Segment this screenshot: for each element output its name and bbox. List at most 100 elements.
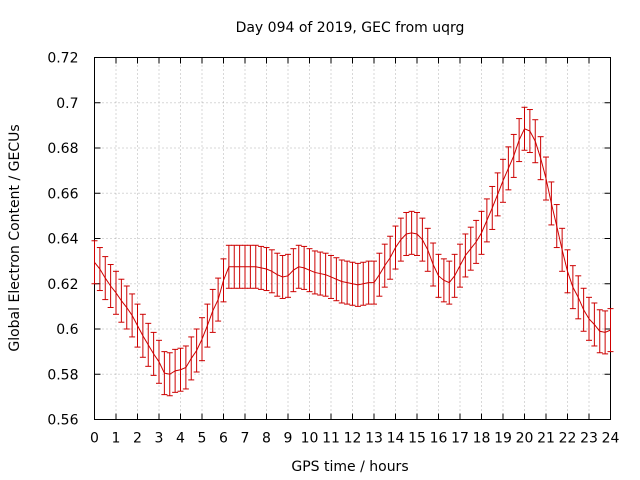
error-bar bbox=[392, 225, 399, 270]
error-bar bbox=[193, 328, 200, 373]
error-bar bbox=[311, 250, 318, 295]
error-bar bbox=[537, 136, 544, 181]
error-bar bbox=[532, 119, 539, 164]
error-bar bbox=[301, 245, 308, 290]
y-axis-label: Global Electron Content / GECUs bbox=[7, 124, 23, 351]
error-bar bbox=[440, 258, 447, 303]
x-tick-label: 14 bbox=[387, 431, 405, 447]
error-bar bbox=[365, 260, 372, 305]
error-bar bbox=[344, 260, 351, 305]
error-bar bbox=[371, 260, 377, 305]
error-bar bbox=[279, 254, 286, 299]
error-bar bbox=[123, 285, 130, 330]
error-bar bbox=[236, 244, 243, 289]
error-bar bbox=[177, 347, 184, 392]
grid-lines bbox=[94, 57, 611, 420]
error-bar bbox=[328, 254, 334, 299]
x-tick-label: 17 bbox=[451, 431, 469, 447]
error-bar bbox=[317, 251, 324, 296]
error-bar bbox=[543, 156, 549, 201]
error-bar bbox=[473, 219, 480, 264]
error-bar bbox=[548, 181, 555, 226]
error-bar bbox=[596, 309, 603, 354]
x-tick-label: 21 bbox=[537, 431, 555, 447]
error-bar bbox=[129, 293, 136, 338]
error-bar bbox=[285, 253, 291, 298]
error-bar bbox=[258, 245, 265, 290]
error-bar bbox=[451, 253, 458, 298]
error-bar bbox=[516, 118, 523, 163]
chart-title: Day 094 of 2019, GEC from uqrg bbox=[236, 20, 465, 36]
error-bar bbox=[161, 351, 168, 396]
error-bar bbox=[145, 322, 152, 367]
error-bar bbox=[430, 242, 437, 287]
error-bar bbox=[139, 313, 146, 358]
y-tick-label: 0.64 bbox=[47, 232, 78, 248]
error-bar bbox=[591, 302, 598, 347]
x-tick-label: 22 bbox=[559, 431, 577, 447]
error-bar bbox=[414, 211, 420, 256]
error-bar bbox=[424, 227, 431, 272]
error-bar bbox=[381, 243, 388, 288]
x-tick-label: 3 bbox=[155, 431, 164, 447]
error-bar bbox=[156, 339, 162, 384]
x-tick-label: 15 bbox=[408, 431, 426, 447]
error-bar bbox=[505, 146, 512, 191]
error-bar bbox=[467, 226, 474, 271]
error-bar bbox=[204, 303, 211, 348]
error-bar bbox=[107, 264, 114, 309]
error-bar bbox=[172, 348, 179, 393]
error-bar bbox=[376, 252, 383, 297]
error-bar bbox=[220, 258, 227, 303]
error-bar bbox=[526, 109, 533, 154]
error-bar bbox=[435, 253, 442, 298]
error-bar bbox=[564, 249, 571, 294]
error-bar bbox=[150, 331, 157, 376]
error-bar bbox=[586, 296, 592, 341]
error-bar bbox=[403, 211, 410, 256]
error-bar bbox=[274, 252, 281, 297]
error-bar bbox=[408, 210, 415, 255]
x-axis-label: GPS time / hours bbox=[291, 459, 408, 475]
error-bar bbox=[489, 185, 496, 230]
x-tick-label: 12 bbox=[344, 431, 362, 447]
error-bar bbox=[295, 244, 302, 289]
error-bar bbox=[494, 172, 501, 217]
error-bar bbox=[113, 270, 119, 315]
error-bar bbox=[397, 217, 404, 262]
error-bar bbox=[607, 308, 614, 353]
y-tick-label: 0.66 bbox=[47, 186, 78, 202]
error-bar bbox=[263, 247, 270, 292]
error-bar bbox=[231, 244, 238, 289]
error-bar bbox=[188, 336, 195, 381]
y-tick-label: 0.6 bbox=[56, 322, 78, 338]
error-bar bbox=[199, 317, 205, 362]
error-bar bbox=[360, 261, 367, 306]
error-bar bbox=[322, 252, 329, 297]
error-bar bbox=[349, 261, 356, 306]
error-bar bbox=[462, 233, 469, 278]
error-bar bbox=[333, 257, 340, 302]
error-bar bbox=[134, 303, 141, 348]
error-bar bbox=[559, 227, 566, 272]
gec-series bbox=[91, 106, 614, 397]
y-tick-labels: 0.56 0.58 0.6 0.62 0.64 0.66 0.68 0.7 0.72 bbox=[47, 51, 78, 429]
x-tick-label: 16 bbox=[430, 431, 448, 447]
error-bar bbox=[446, 260, 453, 305]
x-tick-label: 20 bbox=[516, 431, 534, 447]
error-bar bbox=[569, 265, 576, 310]
error-bar bbox=[166, 352, 173, 397]
x-tick-label: 10 bbox=[301, 431, 319, 447]
x-tick-label: 4 bbox=[176, 431, 185, 447]
error-bar bbox=[242, 244, 248, 289]
error-bar bbox=[247, 244, 254, 289]
y-tick-label: 0.58 bbox=[47, 367, 78, 383]
y-tick-label: 0.7 bbox=[56, 96, 78, 112]
error-bar bbox=[306, 248, 313, 293]
error-bar bbox=[483, 198, 490, 243]
error-bar bbox=[457, 243, 463, 288]
error-bar bbox=[575, 275, 582, 320]
error-bar bbox=[290, 248, 297, 293]
x-tick-label: 24 bbox=[602, 431, 620, 447]
error-bar bbox=[338, 259, 345, 304]
